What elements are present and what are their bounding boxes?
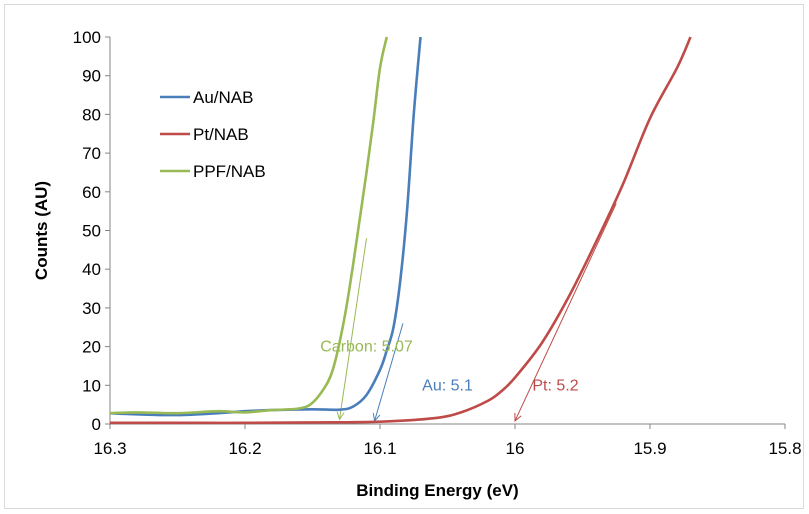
x-tick-label: 16 xyxy=(506,439,525,458)
tangent-line xyxy=(374,323,404,422)
x-tick-label: 16.1 xyxy=(363,439,396,458)
legend-label: Pt/NAB xyxy=(193,125,249,144)
tangent-lines xyxy=(336,203,617,423)
y-tick-label: 70 xyxy=(82,144,101,163)
tangent-line xyxy=(339,238,367,420)
y-tick-label: 0 xyxy=(92,415,101,434)
annotation-label: Au: 5.1 xyxy=(422,377,473,394)
legend: Au/NAB Pt/NAB PPF/NAB xyxy=(160,88,266,181)
x-tick-label: 16.2 xyxy=(228,439,261,458)
series-lines xyxy=(109,36,692,425)
y-tick-label: 80 xyxy=(82,105,101,124)
series-line-pt-nab xyxy=(110,36,692,425)
tangent-arrowhead xyxy=(336,411,345,421)
y-tick-label: 30 xyxy=(82,299,101,318)
annotation-label: Pt: 5.2 xyxy=(532,377,578,394)
legend-label: PPF/NAB xyxy=(193,162,266,181)
y-axis-ticks: 0 10 20 30 40 50 60 70 80 90 100 xyxy=(73,28,110,434)
series-line-ppf-nab xyxy=(109,36,389,415)
y-tick-label: 50 xyxy=(82,222,101,241)
x-axis-title: Binding Energy (eV) xyxy=(356,481,518,500)
y-tick-label: 60 xyxy=(82,183,101,202)
y-tick-label: 90 xyxy=(82,67,101,86)
x-tick-label: 16.3 xyxy=(93,439,126,458)
y-tick-label: 20 xyxy=(82,338,101,357)
tangent-arrowhead xyxy=(514,412,522,422)
x-tick-label: 15.8 xyxy=(768,439,801,458)
legend-label: Au/NAB xyxy=(193,88,253,107)
y-axis-title: Counts (AU) xyxy=(32,181,51,280)
y-tick-label: 40 xyxy=(82,260,101,279)
y-tick-label: 100 xyxy=(73,28,101,47)
annotation-label: Carbon: 5.07 xyxy=(320,339,413,356)
x-axis-ticks: 16.3 16.2 16.1 16 15.9 15.8 xyxy=(93,424,802,458)
tangent-line xyxy=(514,203,617,422)
series-line-au-nab xyxy=(109,36,422,417)
annotations: Carbon: 5.07 Au: 5.1 Pt: 5.2 xyxy=(320,339,578,395)
x-tick-label: 15.9 xyxy=(633,439,666,458)
y-tick-label: 10 xyxy=(82,376,101,395)
